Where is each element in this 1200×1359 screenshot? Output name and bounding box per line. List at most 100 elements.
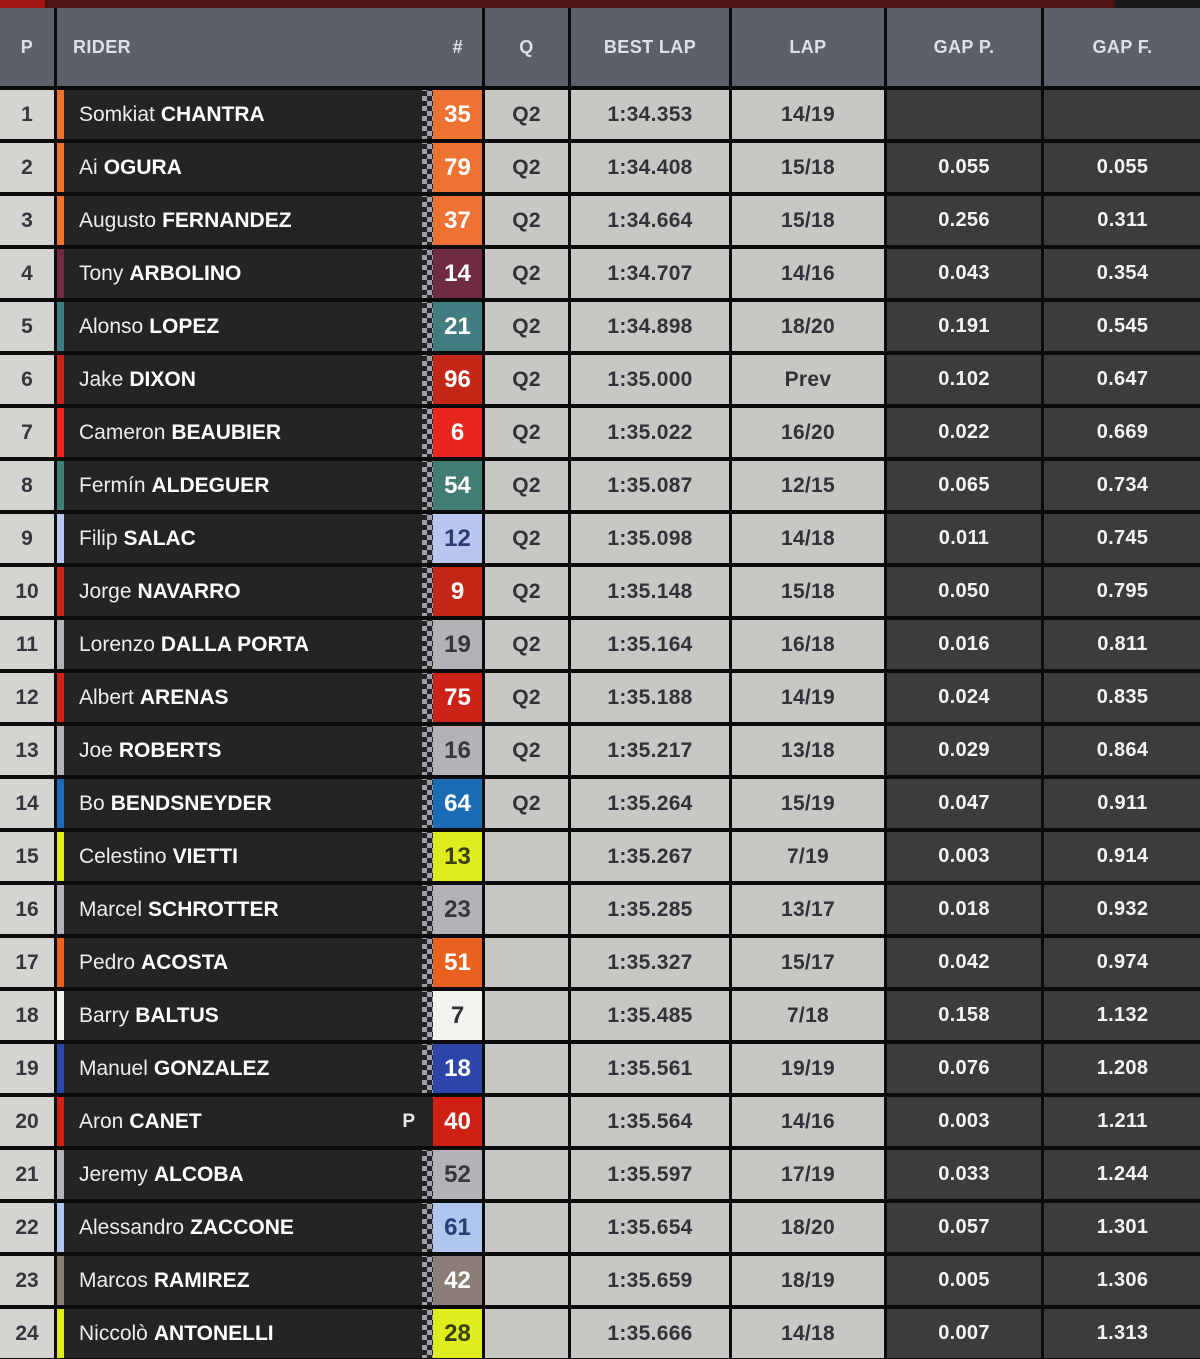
rider-name: Barry BALTUS bbox=[79, 1004, 422, 1028]
rider-last-name: LOPEZ bbox=[149, 314, 220, 338]
q-session-cell: Q2 bbox=[485, 673, 568, 722]
position-cell: 7 bbox=[0, 408, 54, 457]
checkered-pattern bbox=[422, 196, 433, 245]
position-cell: 16 bbox=[0, 885, 54, 934]
position-cell: 12 bbox=[0, 673, 54, 722]
rider-first-name: Augusto bbox=[79, 208, 157, 232]
rider-name: Alessandro ZACCONE bbox=[79, 1216, 422, 1240]
rider-first-name: Cameron bbox=[79, 420, 166, 444]
rider-last-name: CHANTRA bbox=[160, 102, 265, 126]
gap-first-cell: 1.244 bbox=[1044, 1150, 1200, 1199]
rider-last-name: ACOSTA bbox=[141, 950, 229, 974]
rider-last-name: DALLA PORTA bbox=[160, 632, 310, 656]
best-lap-cell: 1:35.217 bbox=[571, 726, 729, 775]
q-session-cell: Q2 bbox=[485, 355, 568, 404]
position-cell: 19 bbox=[0, 1044, 54, 1093]
rider-cell: Barry BALTUS 7 bbox=[57, 991, 482, 1040]
lap-cell: 15/19 bbox=[732, 779, 884, 828]
rider-number-badge: 52 bbox=[433, 1150, 482, 1199]
q-session-cell: Q2 bbox=[485, 514, 568, 563]
rider-first-name: Marcel bbox=[79, 897, 143, 921]
rider-name: Ai OGURA bbox=[79, 156, 422, 180]
rider-first-name: Marcos bbox=[79, 1268, 148, 1292]
best-lap-cell: 1:35.148 bbox=[571, 567, 729, 616]
best-lap-cell: 1:35.597 bbox=[571, 1150, 729, 1199]
column-header-number-label: # bbox=[452, 36, 463, 57]
column-header-gap-first: GAP F. bbox=[1044, 8, 1200, 86]
rider-name: Bo BENDSNEYDER bbox=[79, 792, 422, 816]
rider-name: Jeremy ALCOBA bbox=[79, 1163, 422, 1187]
rider-number-badge: 96 bbox=[433, 355, 482, 404]
rider-name: Fermín ALDEGUER bbox=[79, 474, 422, 498]
best-lap-cell: 1:35.264 bbox=[571, 779, 729, 828]
rider-cell: Joe ROBERTS 16 bbox=[57, 726, 482, 775]
rider-cell: Jeremy ALCOBA 52 bbox=[57, 1150, 482, 1199]
q-session-cell: Q2 bbox=[485, 249, 568, 298]
rider-cell: Lorenzo DALLA PORTA 19 bbox=[57, 620, 482, 669]
lap-cell: 14/16 bbox=[732, 249, 884, 298]
best-lap-cell: 1:35.098 bbox=[571, 514, 729, 563]
checkered-pattern bbox=[422, 302, 433, 351]
team-color-stripe bbox=[57, 355, 64, 404]
gap-prev-cell: 0.055 bbox=[887, 143, 1041, 192]
gap-prev-cell: 0.256 bbox=[887, 196, 1041, 245]
best-lap-cell: 1:35.022 bbox=[571, 408, 729, 457]
gap-first-cell: 0.811 bbox=[1044, 620, 1200, 669]
best-lap-cell: 1:35.654 bbox=[571, 1203, 729, 1252]
rider-name: Lorenzo DALLA PORTA bbox=[79, 633, 422, 657]
lap-cell: 13/18 bbox=[732, 726, 884, 775]
rider-last-name: BENDSNEYDER bbox=[110, 791, 272, 815]
gap-first-cell: 0.864 bbox=[1044, 726, 1200, 775]
team-color-stripe bbox=[57, 1256, 64, 1305]
best-lap-cell: 1:35.285 bbox=[571, 885, 729, 934]
rider-cell: Marcos RAMIREZ 42 bbox=[57, 1256, 482, 1305]
rider-number-badge: 23 bbox=[433, 885, 482, 934]
position-cell: 10 bbox=[0, 567, 54, 616]
rider-name: Aron CANET bbox=[79, 1110, 402, 1134]
team-color-stripe bbox=[57, 461, 64, 510]
checkered-pattern bbox=[422, 461, 433, 510]
rider-number-badge: 37 bbox=[433, 196, 482, 245]
q-session-cell: Q2 bbox=[485, 90, 568, 139]
lap-cell: 14/18 bbox=[732, 1309, 884, 1358]
rider-cell: Somkiat CHANTRA 35 bbox=[57, 90, 482, 139]
team-color-stripe bbox=[57, 514, 64, 563]
position-cell: 1 bbox=[0, 90, 54, 139]
gap-first-cell: 0.734 bbox=[1044, 461, 1200, 510]
rider-number-badge: 9 bbox=[433, 567, 482, 616]
gap-prev-cell: 0.003 bbox=[887, 1097, 1041, 1146]
gap-first-cell: 1.211 bbox=[1044, 1097, 1200, 1146]
position-cell: 9 bbox=[0, 514, 54, 563]
position-cell: 13 bbox=[0, 726, 54, 775]
rider-number-badge: 16 bbox=[433, 726, 482, 775]
gap-prev-cell: 0.158 bbox=[887, 991, 1041, 1040]
rider-last-name: OGURA bbox=[103, 155, 182, 179]
gap-first-cell: 0.745 bbox=[1044, 514, 1200, 563]
rider-number-badge: 18 bbox=[433, 1044, 482, 1093]
rider-last-name: RAMIREZ bbox=[153, 1268, 250, 1292]
team-color-stripe bbox=[57, 143, 64, 192]
rider-first-name: Lorenzo bbox=[79, 632, 155, 656]
gap-prev-cell: 0.011 bbox=[887, 514, 1041, 563]
rider-cell: Jake DIXON 96 bbox=[57, 355, 482, 404]
rider-number-badge: 79 bbox=[433, 143, 482, 192]
rider-cell: Manuel GONZALEZ 18 bbox=[57, 1044, 482, 1093]
pit-indicator: P bbox=[402, 1110, 415, 1132]
team-color-stripe bbox=[57, 726, 64, 775]
checkered-pattern bbox=[422, 408, 433, 457]
gap-first-cell: 1.208 bbox=[1044, 1044, 1200, 1093]
rider-last-name: GONZALEZ bbox=[153, 1056, 270, 1080]
team-color-stripe bbox=[57, 302, 64, 351]
rider-first-name: Barry bbox=[79, 1003, 130, 1027]
best-lap-cell: 1:35.087 bbox=[571, 461, 729, 510]
rider-cell: Albert ARENAS 75 bbox=[57, 673, 482, 722]
position-cell: 18 bbox=[0, 991, 54, 1040]
rider-cell: Alonso LOPEZ 21 bbox=[57, 302, 482, 351]
q-session-cell: Q2 bbox=[485, 620, 568, 669]
rider-first-name: Jake bbox=[79, 367, 124, 391]
rider-last-name: SALAC bbox=[123, 526, 196, 550]
rider-last-name: DIXON bbox=[129, 367, 196, 391]
team-color-stripe bbox=[57, 779, 64, 828]
team-color-stripe bbox=[57, 90, 64, 139]
lap-cell: Prev bbox=[732, 355, 884, 404]
